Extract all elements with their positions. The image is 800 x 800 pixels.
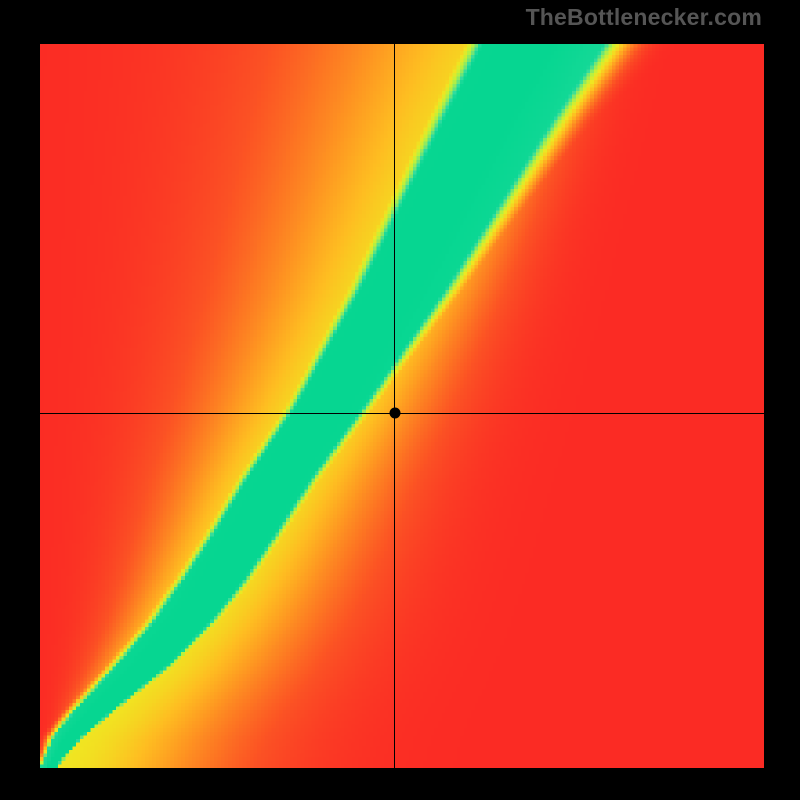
chart-container: { "watermark": { "text": "TheBottlenecke… — [0, 0, 800, 800]
watermark-text: TheBottlenecker.com — [526, 4, 762, 31]
selection-marker — [389, 408, 400, 419]
bottleneck-heatmap — [40, 44, 764, 768]
crosshair-horizontal — [40, 413, 764, 414]
crosshair-vertical — [394, 44, 395, 768]
